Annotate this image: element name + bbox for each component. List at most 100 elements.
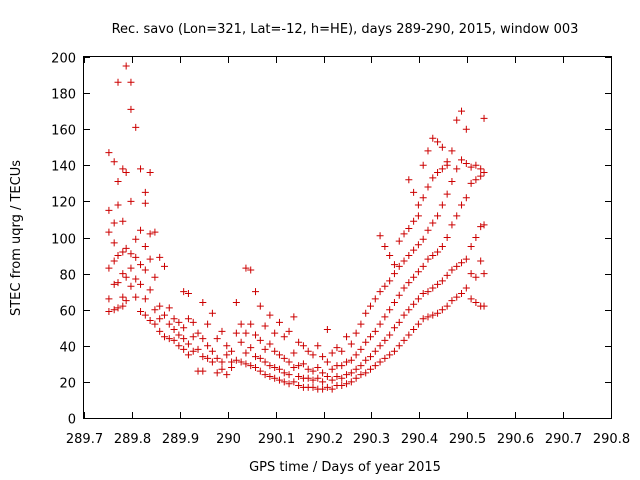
data-point: [146, 169, 154, 177]
data-point: [395, 342, 403, 350]
data-point: [352, 351, 360, 359]
data-point: [362, 356, 370, 364]
data-point: [266, 340, 274, 348]
data-point: [448, 147, 456, 155]
data-point: [122, 297, 130, 305]
data-point: [199, 335, 207, 343]
data-point: [314, 363, 322, 371]
data-point: [170, 336, 178, 344]
data-point: [170, 326, 178, 334]
data-point: [105, 228, 113, 236]
data-point: [424, 288, 432, 296]
data-point: [448, 221, 456, 229]
data-point: [141, 243, 149, 251]
data-point: [376, 358, 384, 366]
data-point: [376, 232, 384, 240]
data-point: [366, 333, 374, 341]
data-point: [156, 302, 164, 310]
data-point: [390, 347, 398, 355]
y-tick-label: 120: [51, 196, 76, 211]
data-point: [295, 362, 303, 370]
data-point: [146, 230, 154, 238]
data-point: [204, 320, 212, 328]
data-point: [189, 333, 197, 341]
data-point: [362, 309, 370, 317]
data-point: [419, 161, 427, 169]
data-point: [472, 176, 480, 184]
data-point: [165, 320, 173, 328]
data-point: [438, 277, 446, 285]
data-point: [194, 329, 202, 337]
data-point: [381, 282, 389, 290]
data-point: [228, 347, 236, 355]
data-point: [366, 365, 374, 373]
data-point: [395, 318, 403, 326]
data-point: [110, 219, 118, 227]
data-point: [462, 284, 470, 292]
data-point: [137, 308, 145, 316]
data-point: [357, 362, 365, 370]
data-point: [110, 280, 118, 288]
data-point: [343, 358, 351, 366]
data-point: [405, 176, 413, 184]
x-tick-label: 290.1: [258, 432, 295, 447]
data-point: [405, 224, 413, 232]
x-axis-label: GPS time / Days of year 2015: [249, 460, 441, 475]
data-point: [247, 344, 255, 352]
data-point: [271, 374, 279, 382]
data-point: [156, 253, 164, 261]
x-tick-label: 290.4: [401, 432, 438, 447]
data-point: [419, 194, 427, 202]
data-point: [472, 298, 480, 306]
data-point: [376, 342, 384, 350]
data-point: [381, 354, 389, 362]
data-point: [453, 165, 461, 173]
data-point: [184, 315, 192, 323]
data-point: [323, 372, 331, 380]
data-point: [285, 327, 293, 335]
data-point: [184, 351, 192, 359]
data-point: [338, 382, 346, 390]
data-point: [467, 270, 475, 278]
data-point: [194, 345, 202, 353]
data-point: [429, 174, 437, 182]
data-point: [184, 289, 192, 297]
x-tick-label: 290.8: [593, 432, 630, 447]
data-point: [477, 223, 485, 231]
data-point: [146, 317, 154, 325]
data-point: [110, 158, 118, 166]
data-point: [443, 302, 451, 310]
data-point: [295, 372, 303, 380]
data-point: [237, 358, 245, 366]
data-point: [414, 320, 422, 328]
data-point: [218, 358, 226, 366]
data-point: [175, 331, 183, 339]
data-point: [304, 347, 312, 355]
data-point: [199, 353, 207, 361]
y-tick-label: 180: [51, 88, 76, 103]
data-point: [462, 159, 470, 167]
data-point: [314, 374, 322, 382]
chart-title: Rec. savo (Lon=321, Lat=-12, h=HE), days…: [112, 22, 579, 37]
data-point: [280, 378, 288, 386]
data-point: [419, 315, 427, 323]
y-tick-label: 140: [51, 160, 76, 175]
data-point: [114, 201, 122, 209]
y-axis: 0 20 40 60 80 100 120 140 160 180 200: [51, 52, 611, 428]
data-point: [189, 318, 197, 326]
data-point: [347, 340, 355, 348]
data-point: [299, 360, 307, 368]
data-point: [208, 309, 216, 317]
data-point: [275, 318, 283, 326]
data-point: [323, 326, 331, 334]
data-point: [319, 353, 327, 361]
data-point: [352, 374, 360, 382]
data-point: [232, 298, 240, 306]
data-point: [256, 354, 264, 362]
x-axis: 289.7 289.8 289.9 290 290.1 290.2 290.3 290.4 29…: [66, 57, 630, 447]
data-point: [151, 306, 159, 314]
data-point: [295, 382, 303, 390]
data-point: [110, 257, 118, 265]
data-point: [462, 125, 470, 133]
data-point: [424, 226, 432, 234]
